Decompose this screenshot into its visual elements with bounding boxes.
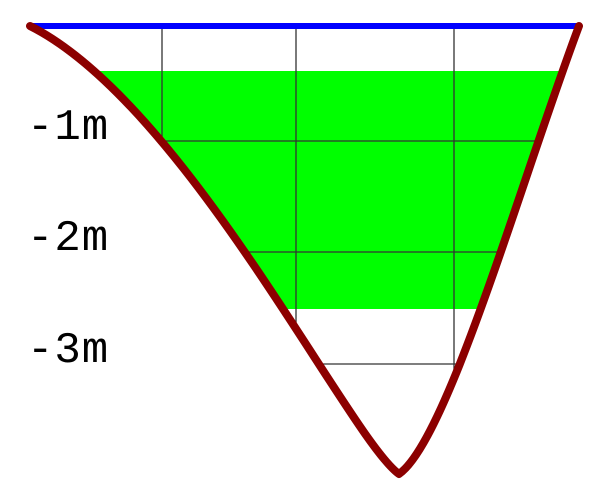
svg-text:-1m: -1m: [27, 103, 109, 153]
svg-text:-2m: -2m: [27, 214, 109, 264]
svg-text:-3m: -3m: [27, 326, 109, 376]
